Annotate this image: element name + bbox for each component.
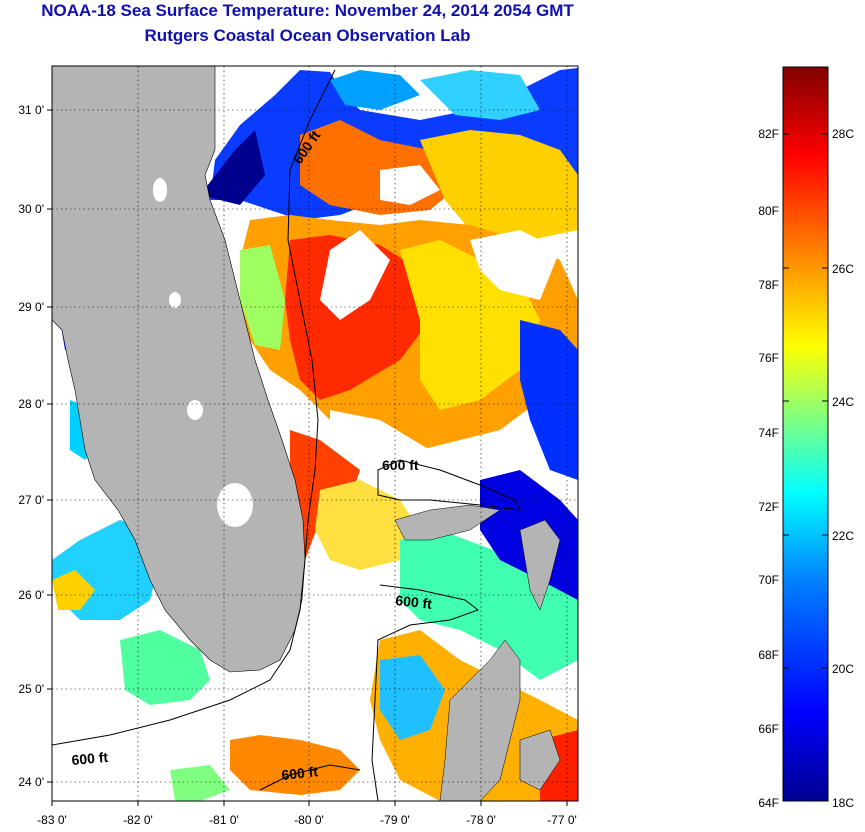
contour-layer [52, 69, 521, 801]
lon-tick-label: -83 0' [37, 813, 67, 827]
contour-600ft-shelf [52, 69, 336, 746]
lon-tick-label: -82 0' [123, 813, 153, 827]
map-subtitle: Rutgers Coastal Ocean Observation Lab [144, 26, 471, 45]
lat-tick-label: 25 0' [18, 682, 44, 696]
contour-label: 600 ft [71, 749, 109, 768]
sst-patch-bahama-yellow [315, 480, 420, 570]
lon-tick-label: -77 0' [547, 813, 577, 827]
cloud-gap-3 [470, 230, 560, 300]
lat-tick-label: 27 0' [18, 493, 44, 507]
sst-patch-north-yellow [420, 130, 578, 240]
sst-patch-south-blue [380, 655, 445, 740]
eleuthera-island [519, 729, 561, 791]
grid-lines [52, 66, 578, 801]
lake-okeechobee [217, 483, 253, 527]
sst-patch-east-blue [520, 320, 578, 480]
contour-600ft-little-bahama [377, 459, 521, 511]
axis-ticks [47, 109, 568, 806]
contour-600ft-great-bahama [371, 584, 480, 801]
lat-tick-label: 24 0' [18, 775, 44, 789]
sst-patch-ne-cool [330, 70, 420, 110]
contour-label: 600 ft [395, 592, 433, 612]
sst-patch-ne-mild [420, 70, 540, 120]
lon-tick-label: -79 0' [380, 813, 410, 827]
sst-patch-gulfstream-red [285, 235, 430, 400]
abaco-island [519, 519, 561, 611]
lat-tick-label: 31 0' [18, 103, 44, 117]
grand-bahama-island [394, 504, 501, 541]
lon-tick-label: -80 0' [294, 813, 324, 827]
cloud-gap-1 [320, 230, 390, 320]
lon-tick-label: -78 0' [466, 813, 496, 827]
inland-cloud-1 [187, 400, 203, 420]
inland-cloud-3 [153, 178, 167, 202]
contour-label: 600 ft [281, 763, 319, 783]
lat-tick-label: 28 0' [18, 397, 44, 411]
lon-tick-label: -81 0' [209, 813, 239, 827]
lat-tick-label: 29 0' [18, 300, 44, 314]
cloud-gap-4 [330, 410, 440, 490]
inland-cloud-2 [169, 292, 181, 308]
contour-600ft-keys [259, 764, 361, 791]
sst-patch-north-cold [200, 130, 265, 205]
contour-label: 600 ft [382, 457, 419, 473]
andros-island [439, 639, 521, 801]
map-title: NOAA-18 Sea Surface Temperature: Novembe… [41, 1, 574, 20]
map-frame [51, 65, 579, 802]
sst-patch-gulf-yellow [52, 570, 95, 610]
sst-patch-gulf-green [120, 630, 210, 705]
land-layer [52, 66, 561, 801]
sst-patch-nearshore-green [240, 245, 285, 350]
lat-tick-label: 30 0' [18, 202, 44, 216]
sst-patch-keys-orange [230, 735, 360, 795]
lat-tick-label: 26 0' [18, 588, 44, 602]
sst-patch-keys-green [170, 765, 230, 801]
